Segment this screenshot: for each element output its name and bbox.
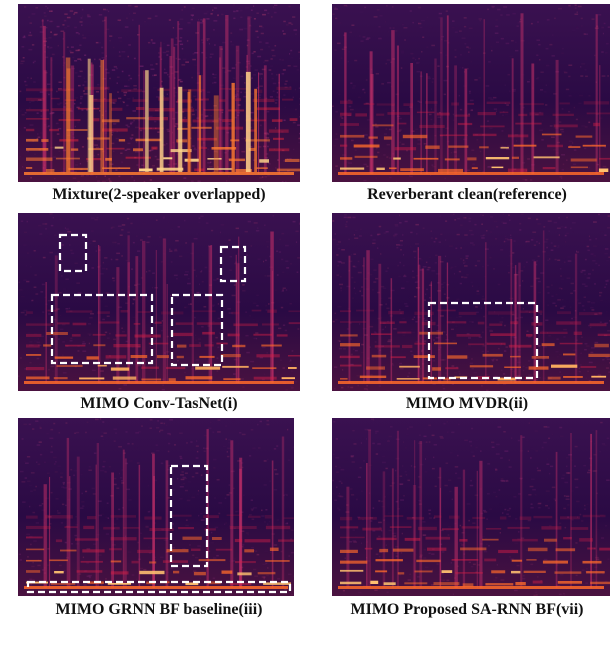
spectrogram-grnn-baseline [18, 418, 294, 596]
onset-streaks [344, 13, 601, 175]
spectrogram-background [18, 213, 300, 391]
spectrogram-background [332, 418, 610, 596]
low-frequency-line [338, 172, 604, 175]
harmonic-bands [340, 100, 610, 173]
spectrogram-proposed-sa-rnn [332, 418, 610, 596]
low-frequency-line [24, 381, 294, 384]
harmonic-bands [340, 514, 610, 587]
low-frequency-line [338, 381, 604, 384]
spectrogram-canvas [18, 4, 300, 182]
caption-mixture: Mixture(2-speaker overlapped) [52, 186, 266, 203]
harmonic-bands [26, 309, 300, 382]
onset-streaks [43, 429, 285, 588]
spectrogram-canvas [18, 418, 294, 596]
highlight-box-low-frequency-band [26, 580, 292, 594]
highlight-box-missing-harmonics-region [169, 464, 209, 568]
spectrogram-reverberant-clean [332, 4, 610, 182]
spectrogram-canvas [332, 213, 610, 391]
highlight-box-lower-left-artifact [50, 293, 154, 365]
spectrogram-canvas [332, 418, 610, 596]
caption-conv-tasnet: MIMO Conv-TasNet(i) [80, 395, 238, 412]
caption-grnn-baseline: MIMO GRNN BF baseline(iii) [55, 601, 263, 618]
highlight-box-residual-noise-region [427, 301, 539, 380]
highlight-box-upper-left-artifact [58, 233, 88, 273]
harmonic-bands [26, 514, 294, 586]
spectrogram-background [18, 418, 294, 596]
caption-mvdr: MIMO MVDR(ii) [405, 395, 529, 412]
spectrogram-background [332, 213, 610, 391]
low-frequency-line [338, 586, 604, 589]
low-frequency-line [24, 172, 294, 175]
overlap-bursts [65, 57, 257, 173]
highlight-box-upper-right-artifact [219, 245, 247, 283]
noise-texture [18, 4, 300, 182]
highlight-box-lower-middle-artifact [170, 293, 224, 367]
caption-reverberant-clean: Reverberant clean(reference) [367, 186, 567, 203]
spectrogram-canvas [332, 4, 610, 182]
spectrogram-background [18, 4, 300, 182]
spectrogram-canvas [18, 213, 300, 391]
spectrogram-mixture [18, 4, 300, 182]
caption-proposed-sa-rnn: MIMO Proposed SA-RNN BF(vii) [350, 601, 584, 618]
spectrogram-mvdr [332, 213, 610, 391]
noise-texture [332, 213, 610, 391]
onset-streaks [346, 429, 598, 588]
low-frequency-line [24, 586, 288, 589]
spectrogram-background [332, 4, 610, 182]
spectrogram-conv-tasnet [18, 213, 300, 391]
noise-texture [18, 418, 294, 596]
onset-streaks [45, 231, 274, 383]
